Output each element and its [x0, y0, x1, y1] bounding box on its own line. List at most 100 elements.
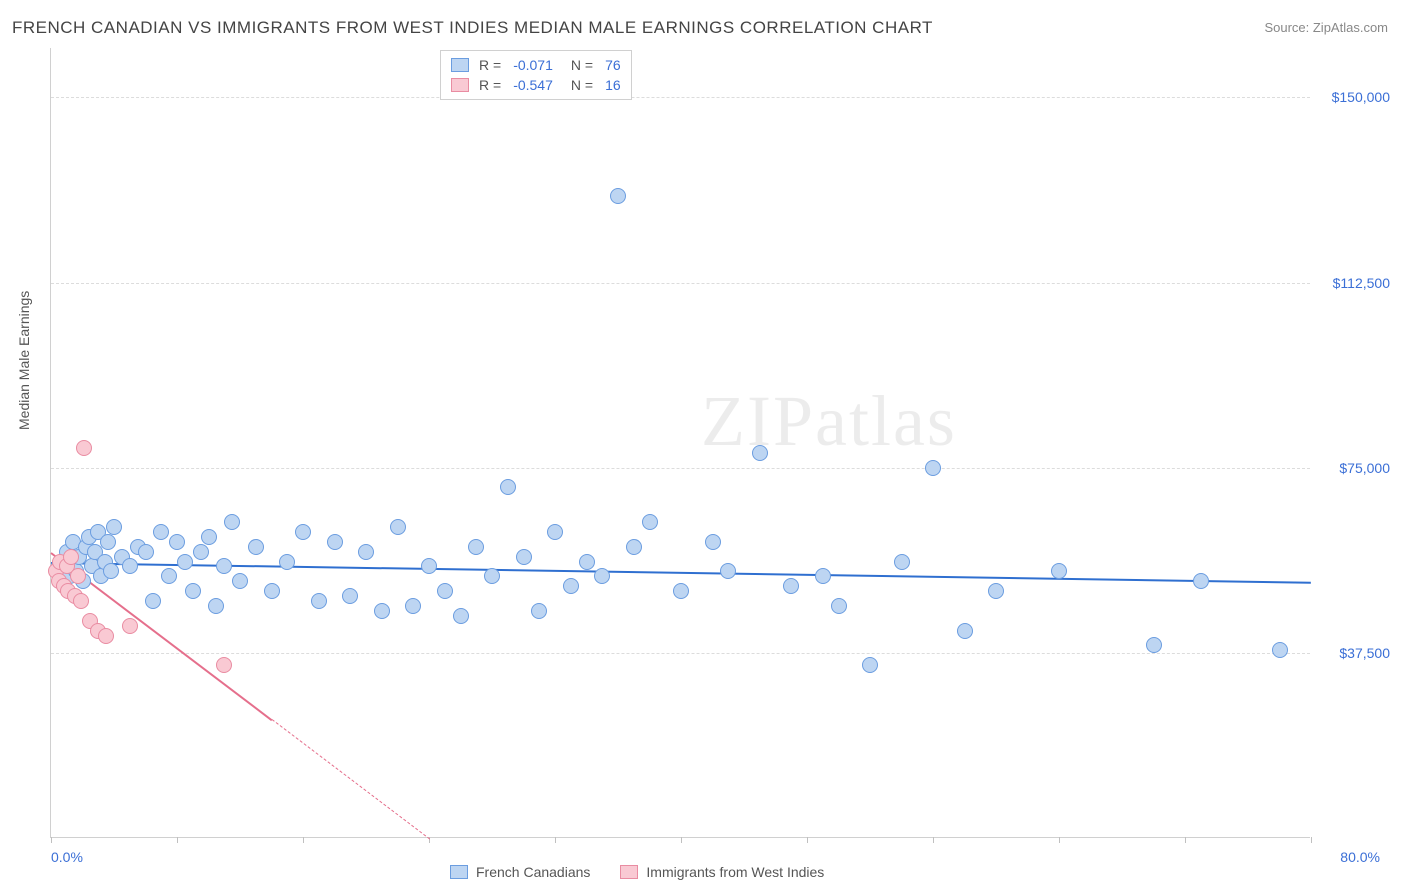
data-point: [705, 534, 721, 550]
x-tick: [1311, 837, 1312, 843]
data-point: [862, 657, 878, 673]
data-point: [437, 583, 453, 599]
data-point: [453, 608, 469, 624]
data-point: [63, 549, 79, 565]
data-point: [98, 628, 114, 644]
data-point: [70, 568, 86, 584]
data-point: [177, 554, 193, 570]
gridline: [51, 653, 1310, 654]
data-point: [783, 578, 799, 594]
gridline: [51, 468, 1310, 469]
data-point: [103, 563, 119, 579]
data-point: [1051, 563, 1067, 579]
legend-label-1: Immigrants from West Indies: [646, 864, 824, 880]
data-point: [169, 534, 185, 550]
data-point: [594, 568, 610, 584]
r-label: R =: [479, 57, 501, 73]
data-point: [73, 593, 89, 609]
data-point: [405, 598, 421, 614]
watermark: ZIPatlas: [701, 380, 957, 463]
data-point: [327, 534, 343, 550]
data-point: [579, 554, 595, 570]
x-axis-max-label: 80.0%: [1340, 849, 1380, 865]
data-point: [153, 524, 169, 540]
data-point: [563, 578, 579, 594]
x-tick: [303, 837, 304, 843]
data-point: [1193, 573, 1209, 589]
data-point: [957, 623, 973, 639]
data-point: [76, 440, 92, 456]
data-point: [610, 188, 626, 204]
data-point: [264, 583, 280, 599]
data-point: [988, 583, 1004, 599]
scatter-chart: ZIPatlas $37,500$75,000$112,500$150,0000…: [50, 48, 1310, 838]
data-point: [468, 539, 484, 555]
x-axis-min-label: 0.0%: [51, 849, 83, 865]
x-tick: [177, 837, 178, 843]
data-point: [216, 657, 232, 673]
data-point: [752, 445, 768, 461]
series-legend: French Canadians Immigrants from West In…: [450, 864, 824, 880]
data-point: [216, 558, 232, 574]
legend-item-0: French Canadians: [450, 864, 590, 880]
y-tick-label: $75,000: [1320, 460, 1390, 476]
n-value-1: 16: [605, 77, 621, 93]
data-point: [232, 573, 248, 589]
n-label: N =: [571, 77, 593, 93]
data-point: [673, 583, 689, 599]
r-value-0: -0.071: [513, 57, 553, 73]
data-point: [279, 554, 295, 570]
swatch-icon: [450, 865, 468, 879]
data-point: [1146, 637, 1162, 653]
data-point: [626, 539, 642, 555]
data-point: [100, 534, 116, 550]
data-point: [311, 593, 327, 609]
correlation-legend: R = -0.071 N = 76 R = -0.547 N = 16: [440, 50, 632, 100]
watermark-thin: atlas: [815, 381, 957, 461]
data-point: [138, 544, 154, 560]
swatch-icon: [451, 78, 469, 92]
data-point: [894, 554, 910, 570]
swatch-icon: [620, 865, 638, 879]
data-point: [1272, 642, 1288, 658]
data-point: [185, 583, 201, 599]
y-tick-label: $112,500: [1320, 275, 1390, 291]
y-axis-title: Median Male Earnings: [16, 291, 32, 430]
data-point: [208, 598, 224, 614]
data-point: [815, 568, 831, 584]
data-point: [484, 568, 500, 584]
data-point: [122, 618, 138, 634]
data-point: [531, 603, 547, 619]
data-point: [358, 544, 374, 560]
gridline: [51, 283, 1310, 284]
data-point: [516, 549, 532, 565]
x-tick: [807, 837, 808, 843]
x-tick: [1185, 837, 1186, 843]
legend-item-1: Immigrants from West Indies: [620, 864, 824, 880]
data-point: [831, 598, 847, 614]
data-point: [122, 558, 138, 574]
gridline: [51, 97, 1310, 98]
data-point: [295, 524, 311, 540]
data-point: [390, 519, 406, 535]
x-tick: [681, 837, 682, 843]
data-point: [106, 519, 122, 535]
legend-row-0: R = -0.071 N = 76: [451, 55, 621, 75]
x-tick: [933, 837, 934, 843]
x-tick: [555, 837, 556, 843]
data-point: [547, 524, 563, 540]
x-tick: [1059, 837, 1060, 843]
swatch-icon: [451, 58, 469, 72]
r-value-1: -0.547: [513, 77, 553, 93]
data-point: [374, 603, 390, 619]
data-point: [193, 544, 209, 560]
data-point: [421, 558, 437, 574]
data-point: [500, 479, 516, 495]
regression-line-extrapolated: [271, 719, 429, 839]
r-label: R =: [479, 77, 501, 93]
legend-row-1: R = -0.547 N = 16: [451, 75, 621, 95]
y-tick-label: $37,500: [1320, 645, 1390, 661]
data-point: [720, 563, 736, 579]
data-point: [224, 514, 240, 530]
n-label: N =: [571, 57, 593, 73]
